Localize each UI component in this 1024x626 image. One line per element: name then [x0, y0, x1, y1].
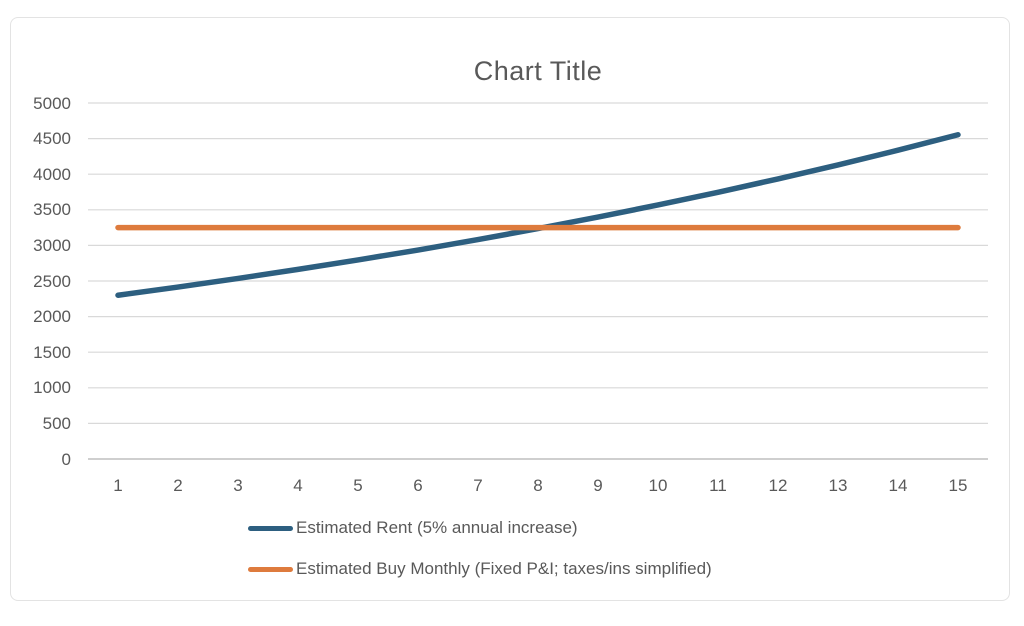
x-tick-label: 4 — [293, 476, 303, 495]
y-tick-label: 3000 — [33, 235, 71, 255]
x-tick-label: 7 — [473, 476, 483, 495]
legend-label: Estimated Rent (5% annual increase) — [296, 518, 578, 537]
x-tick-label: 12 — [768, 476, 788, 495]
x-tick-label: 11 — [709, 476, 727, 495]
x-tick-label: 8 — [533, 476, 543, 495]
y-tick-label: 2500 — [33, 271, 71, 291]
chart-frame: Chart Title 0 500 1000 1500 2000 2500 3000 3500… — [10, 17, 1010, 601]
y-tick-label: 4000 — [33, 164, 71, 184]
y-tick-label: 5000 — [33, 93, 71, 113]
y-tick-label: 2000 — [33, 307, 71, 327]
x-tick-label: 2 — [173, 476, 183, 495]
chart-title: Chart Title — [473, 56, 603, 86]
x-tick-label: 15 — [948, 476, 968, 495]
y-tick-label: 4500 — [33, 129, 71, 149]
legend-label: Estimated Buy Monthly (Fixed P&I; taxes/… — [296, 559, 712, 578]
y-tick-label: 500 — [42, 413, 71, 433]
series-line — [115, 132, 961, 298]
y-tick-label: 1000 — [33, 378, 71, 398]
x-tick-label: 14 — [888, 476, 908, 495]
legend-line-swatch — [248, 566, 293, 572]
y-tick-label: 0 — [61, 449, 71, 469]
legend: Estimated Rent (5% annual increase) Estim… — [248, 516, 712, 581]
x-tick-label: 3 — [233, 476, 243, 495]
x-tick-label: 5 — [353, 476, 363, 495]
x-tick-label: 9 — [593, 476, 603, 495]
legend-line-swatch — [248, 525, 293, 531]
legend-item: Estimated Rent (5% annual increase) — [248, 516, 712, 540]
x-tick-label: 13 — [828, 476, 848, 495]
legend-item: Estimated Buy Monthly (Fixed P&I; taxes/… — [248, 557, 712, 581]
x-tick-label: 10 — [648, 476, 668, 495]
y-tick-label: 1500 — [33, 342, 71, 362]
y-tick-label: 3500 — [33, 200, 71, 220]
x-tick-label: 6 — [413, 476, 423, 495]
x-tick-label: 1 — [113, 476, 123, 495]
plot-area — [88, 102, 988, 460]
